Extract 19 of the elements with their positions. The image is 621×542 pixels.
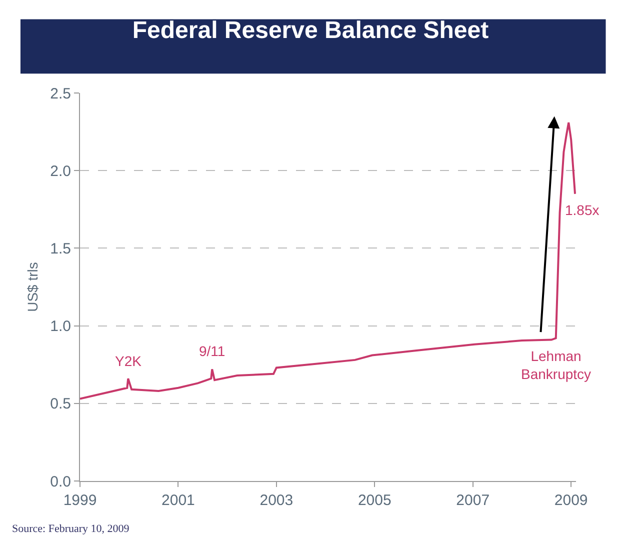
x-tick-label: 2007 — [456, 492, 490, 509]
y-tick-label: 1.0 — [50, 318, 71, 336]
y-tick-label: 2.0 — [50, 162, 71, 180]
annotation: Y2K — [115, 353, 142, 369]
x-tick-label: 1999 — [63, 492, 97, 509]
x-tick-label: 2005 — [358, 492, 392, 509]
x-tick-label: 2001 — [162, 492, 195, 509]
source-note: Source: February 10, 2009 — [12, 523, 130, 535]
x-tick-label: 2009 — [554, 492, 588, 509]
annotation: 1.85x — [565, 202, 600, 218]
y-axis-title: US$ trls — [24, 262, 41, 312]
annotation: Lehman Bankruptcy — [521, 348, 592, 382]
y-tick-label: 2.5 — [50, 85, 71, 102]
y-tick-label: 1.5 — [50, 240, 71, 258]
annotation: 9/11 — [199, 343, 226, 359]
chart-title: Federal Reserve Balance Sheet — [132, 17, 489, 44]
x-tick-label: 2003 — [260, 492, 294, 509]
y-tick-label: 0.0 — [50, 473, 71, 490]
y-tick-label: 0.5 — [50, 396, 71, 413]
